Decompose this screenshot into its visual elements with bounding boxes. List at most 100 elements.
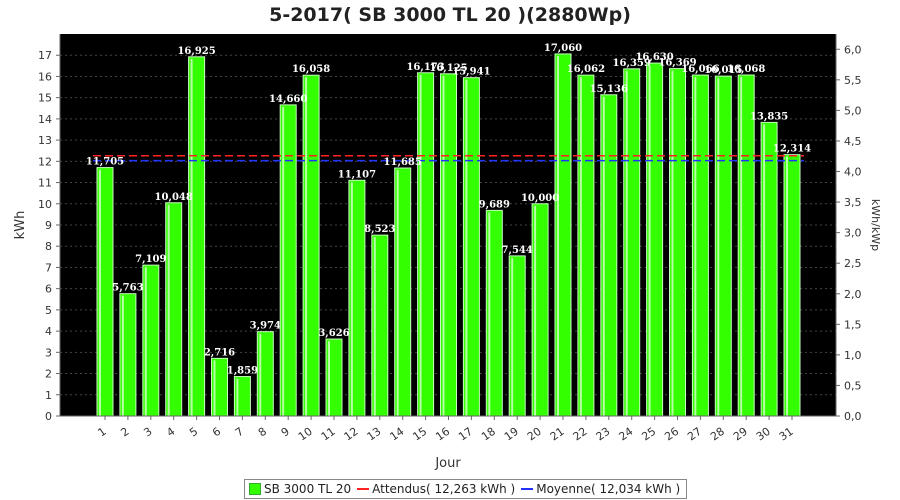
data-label: 15,136 <box>590 84 628 95</box>
data-label: 15,941 <box>452 67 490 78</box>
legend-label-series: SB 3000 TL 20 <box>264 482 352 496</box>
y-tick-label: 10 <box>38 198 52 211</box>
data-label: 16,068 <box>727 64 765 75</box>
y2-tick-label: 4,0 <box>844 166 862 179</box>
y-tick-label: 3 <box>45 346 52 359</box>
bar-highlight <box>694 77 697 417</box>
x-tick-label: 25 <box>639 425 658 444</box>
y-tick-label: 17 <box>38 49 52 62</box>
y-tick-label: 16 <box>38 70 52 83</box>
x-tick-label: 6 <box>210 425 223 440</box>
legend-item-moyenne: Moyenne( 12,034 kWh ) <box>521 482 680 496</box>
bar-highlight <box>740 77 743 416</box>
y2-tick-label: 3,5 <box>844 196 862 209</box>
legend-label-attendus: Attendus( 12,263 kWh ) <box>372 482 516 496</box>
x-tick-label: 13 <box>365 425 384 444</box>
y-tick-label: 15 <box>38 92 52 105</box>
y-tick-label: 13 <box>38 134 52 147</box>
x-tick-label: 16 <box>433 425 452 444</box>
y-axis-label: kWh <box>13 211 28 240</box>
x-axis-label: Jour <box>434 456 461 471</box>
x-tick-label: 10 <box>296 425 315 444</box>
bar-highlight <box>625 70 628 416</box>
data-label: 16,058 <box>292 64 330 75</box>
y-tick-label: 7 <box>45 261 52 274</box>
y2-axis: 0,0 0,5 1,0 1,5 2,0 2,5 3,0 3,5 4,0 4,5 5,0 5,5 6,0 <box>835 34 862 423</box>
y-tick-label: 8 <box>45 240 52 253</box>
bar-highlight <box>121 295 124 416</box>
x-tick-label: 11 <box>319 425 338 444</box>
y-tick-label: 2 <box>45 368 52 381</box>
y-tick-label: 14 <box>38 113 52 126</box>
data-label: 16,925 <box>177 46 215 57</box>
data-label: 16,062 <box>567 64 605 75</box>
bar-highlight <box>350 182 353 416</box>
data-label: 12,314 <box>773 144 811 155</box>
reference-lines <box>93 155 804 162</box>
x-tick-label: 2 <box>118 425 131 440</box>
bar-highlight <box>373 237 376 416</box>
y2-tick-label: 2,0 <box>844 288 862 301</box>
bar-highlight <box>763 124 766 416</box>
y2-tick-label: 1,0 <box>844 349 862 362</box>
x-tick-label: 27 <box>685 425 704 444</box>
x-tick-label: 19 <box>502 425 521 444</box>
x-axis: 1 2 3 4 5 6 7 8 9 10 11 12 13 14 15 16 17 18 19 20 21 22 23 24 2… <box>60 415 836 444</box>
data-label: 17,060 <box>544 43 582 54</box>
x-tick-label: 22 <box>571 425 590 444</box>
bar-highlight <box>282 106 285 416</box>
x-tick-label: 26 <box>662 425 681 444</box>
data-label: 3,974 <box>250 321 281 332</box>
bar-highlight <box>488 212 491 416</box>
y2-tick-label: 4,5 <box>844 135 862 148</box>
legend-swatch-series <box>249 483 261 495</box>
data-label: 16,015 <box>704 65 742 76</box>
data-label: 10,000 <box>521 193 559 204</box>
legend: SB 3000 TL 20 Attendus( 12,263 kWh ) Moy… <box>244 479 688 499</box>
bar-highlight <box>579 77 582 417</box>
data-label: 16,125 <box>429 63 467 74</box>
bar-highlight <box>213 360 216 416</box>
x-tick-label: 1 <box>96 425 109 440</box>
y-tick-label: 5 <box>45 304 52 317</box>
data-labels: 11,705 5,763 7,109 10,048 16,925 2,716 1,859 3,… <box>86 43 811 377</box>
y-tick-label: 4 <box>45 325 52 338</box>
data-label: 7,109 <box>135 254 166 265</box>
legend-line-moyenne <box>521 488 534 490</box>
data-label: 2,716 <box>204 347 235 358</box>
y-tick-label: 1 <box>45 389 52 402</box>
bar-highlight <box>534 205 537 416</box>
bar-highlight <box>465 79 468 416</box>
x-tick-label: 12 <box>342 425 361 444</box>
data-label: 11,107 <box>338 169 376 180</box>
bar-highlight <box>602 96 605 416</box>
data-label: 16,630 <box>635 52 673 63</box>
bar-highlight <box>99 169 101 416</box>
bar-highlight <box>259 333 262 416</box>
x-tick-label: 28 <box>708 425 727 444</box>
x-tick-label: 23 <box>594 425 613 444</box>
data-label: 9,689 <box>479 199 510 210</box>
data-label: 16,173 <box>406 62 444 73</box>
data-label: 8,523 <box>364 224 395 235</box>
y2-tick-label: 0,0 <box>844 410 862 423</box>
x-tick-label: 30 <box>754 425 773 444</box>
data-label: 14,660 <box>269 94 307 105</box>
data-label: 13,835 <box>750 111 788 122</box>
y-tick-label: 0 <box>45 410 52 423</box>
y-tick-label: 12 <box>38 155 52 168</box>
legend-label-moyenne: Moyenne( 12,034 kWh ) <box>536 482 681 496</box>
y2-tick-label: 2,5 <box>844 257 862 270</box>
x-tick-label: 7 <box>233 425 246 440</box>
y2-tick-label: 5,0 <box>844 104 862 117</box>
bar-highlight <box>442 75 445 417</box>
y2-tick-label: 6,0 <box>844 43 862 56</box>
x-tick-label: 24 <box>616 425 635 444</box>
legend-line-attendus <box>357 488 370 490</box>
bar-highlight <box>671 70 674 417</box>
chart-title: 5-2017( SB 3000 TL 20 )(2880Wp) <box>269 4 631 26</box>
bar-highlight <box>236 378 239 416</box>
y2-tick-label: 5,5 <box>844 74 862 87</box>
